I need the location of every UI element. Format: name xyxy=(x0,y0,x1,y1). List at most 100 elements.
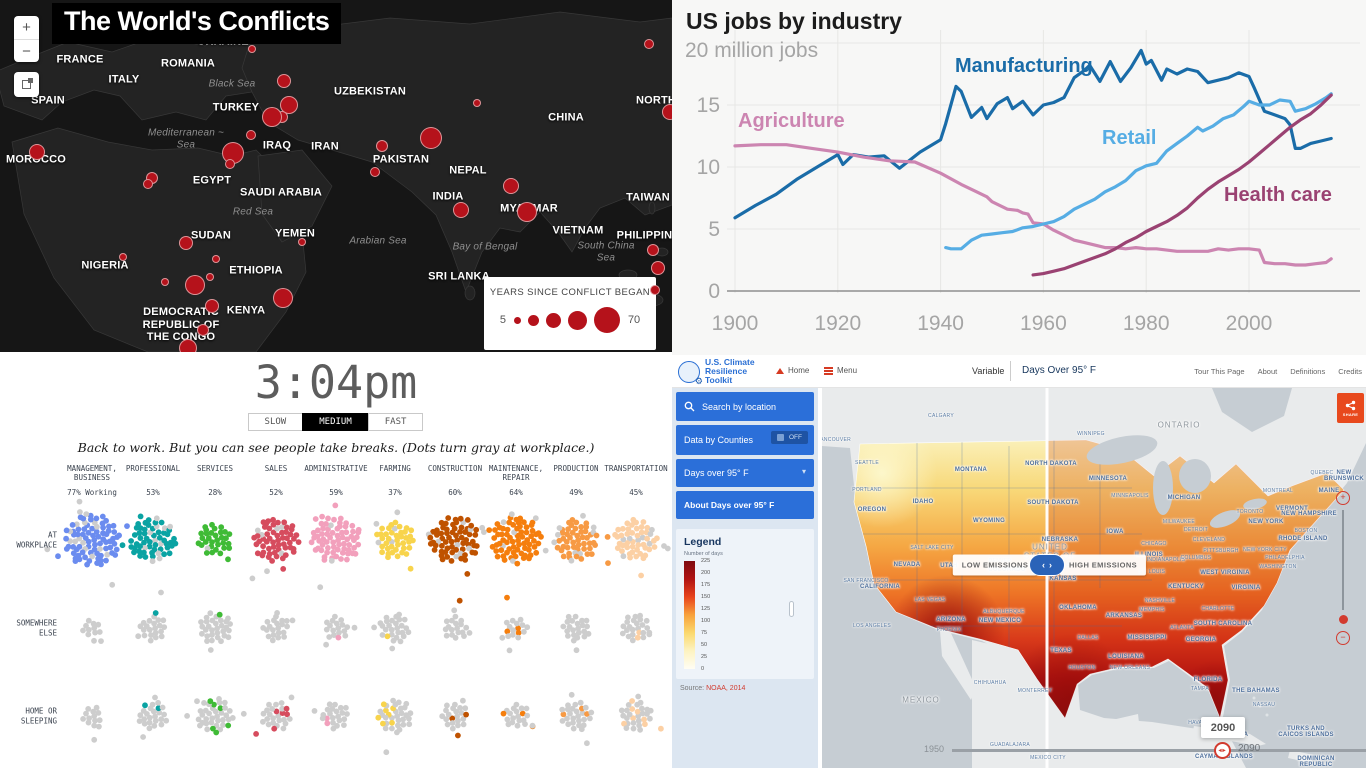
map-zoom-out-button[interactable]: − xyxy=(1336,631,1350,645)
conflict-marker[interactable] xyxy=(370,167,380,177)
conflict-marker[interactable] xyxy=(473,99,481,107)
nav-menu[interactable]: Menu xyxy=(824,366,857,375)
person-dot xyxy=(342,632,349,639)
person-dot xyxy=(209,627,215,633)
about-variable-button[interactable]: About Days over 95° F xyxy=(676,491,814,519)
legend-size-circles xyxy=(513,307,620,333)
source-prefix: Source: xyxy=(680,685,705,692)
conflict-marker[interactable] xyxy=(29,144,45,160)
person-dot xyxy=(403,700,410,707)
share-button[interactable]: SHARE xyxy=(1337,393,1364,423)
person-dot xyxy=(439,542,445,549)
person-dot xyxy=(449,720,456,726)
conflict-marker[interactable] xyxy=(143,179,153,189)
conflict-marker[interactable] xyxy=(179,236,193,250)
conflict-marker[interactable] xyxy=(161,278,169,286)
person-dot xyxy=(581,716,587,723)
conflict-marker[interactable] xyxy=(647,244,659,256)
conflicts-legend-title: YEARS SINCE CONFLICT BEGAN xyxy=(489,287,651,298)
person-dot xyxy=(92,717,98,724)
conflict-marker[interactable] xyxy=(280,96,298,114)
map-zoom-slider-handle[interactable] xyxy=(1339,615,1348,624)
variable-dropdown[interactable]: Days over 95° F ▾ xyxy=(676,459,814,487)
person-dot xyxy=(632,613,639,620)
conflict-marker[interactable] xyxy=(262,107,282,127)
conflict-marker[interactable] xyxy=(185,275,205,295)
conflict-marker[interactable] xyxy=(420,127,442,149)
person-dot xyxy=(524,712,531,719)
timeline-track[interactable] xyxy=(952,749,1366,752)
person-dot xyxy=(141,539,147,546)
person-dot xyxy=(146,543,153,550)
person-dot xyxy=(555,531,561,538)
nav-home[interactable]: Home xyxy=(776,366,809,375)
person-dot xyxy=(209,521,215,528)
person-dot xyxy=(295,539,302,545)
country-label: IRAN xyxy=(311,140,339,153)
speed-fast-button[interactable]: FAST xyxy=(367,413,424,431)
zoom-out-button[interactable]: − xyxy=(14,39,39,62)
link-tour[interactable]: Tour This Page xyxy=(1194,367,1245,376)
person-dot xyxy=(449,725,456,732)
person-dot xyxy=(577,699,584,706)
person-dot xyxy=(526,555,532,562)
emissions-slider-handle[interactable]: ‹ › xyxy=(1029,554,1065,576)
conflict-marker[interactable] xyxy=(453,202,469,218)
speed-slow-button[interactable]: SLOW xyxy=(247,413,304,431)
conflict-marker[interactable] xyxy=(273,288,293,308)
conflict-marker[interactable] xyxy=(246,130,256,140)
counties-toggle[interactable]: OFF xyxy=(771,431,808,444)
conflict-marker[interactable] xyxy=(517,202,537,222)
person-dot xyxy=(324,720,331,727)
person-dot xyxy=(573,553,580,560)
person-dot xyxy=(377,708,384,715)
conflict-marker[interactable] xyxy=(662,104,672,120)
person-dot xyxy=(575,537,581,544)
conflict-marker[interactable] xyxy=(205,299,219,313)
timeline-handle[interactable]: ◂▸ xyxy=(1214,742,1231,759)
conflict-marker[interactable] xyxy=(119,253,127,261)
conflict-marker[interactable] xyxy=(225,159,235,169)
climate-logo[interactable]: U.S. Climate Resilience Toolkit xyxy=(678,357,755,387)
speed-medium-button[interactable]: MEDIUM xyxy=(302,413,369,431)
person-dot xyxy=(353,534,360,541)
conflict-marker[interactable] xyxy=(298,238,306,246)
conflict-marker[interactable] xyxy=(644,39,654,49)
map-zoom-in-button[interactable]: + xyxy=(1336,491,1350,505)
conflict-marker[interactable] xyxy=(179,339,197,352)
lake-erie xyxy=(1209,510,1241,528)
conflict-marker[interactable] xyxy=(651,261,665,275)
person-dot xyxy=(283,524,290,531)
search-by-location[interactable]: Search by location xyxy=(676,392,814,421)
conflict-marker[interactable] xyxy=(277,74,291,88)
map-label: CALGARY xyxy=(928,413,954,419)
conflict-marker[interactable] xyxy=(212,255,220,263)
person-dot xyxy=(513,701,520,708)
conflict-marker[interactable] xyxy=(248,45,256,53)
person-dot xyxy=(520,555,527,561)
person-dot xyxy=(431,547,438,553)
link-about[interactable]: About xyxy=(1257,367,1278,376)
map-zoom-track[interactable] xyxy=(1342,510,1344,610)
person-dot xyxy=(274,532,281,539)
person-dot xyxy=(644,524,651,531)
map-label: MEMPHIS xyxy=(1139,607,1165,613)
link-credits[interactable]: Credits xyxy=(1338,367,1362,376)
conflict-marker[interactable] xyxy=(650,285,660,295)
conflict-marker[interactable] xyxy=(206,273,214,281)
source-link[interactable]: NOAA, 2014 xyxy=(706,685,746,692)
person-dot xyxy=(137,535,144,541)
conflict-marker[interactable] xyxy=(503,178,519,194)
variable-value[interactable]: Days Over 95° F xyxy=(1022,365,1097,376)
person-dot xyxy=(136,530,143,536)
legend-tick: 100 xyxy=(701,618,711,624)
zoom-in-button[interactable]: + xyxy=(22,19,31,36)
climate-map[interactable]: CALGARY VANCOUVER WINNIPEG ONTARIO QUEBEC MON… xyxy=(822,388,1366,768)
conflict-marker[interactable] xyxy=(376,140,388,152)
conflict-marker[interactable] xyxy=(197,324,209,336)
person-dot xyxy=(389,645,396,652)
link-definitions[interactable]: Definitions xyxy=(1290,367,1326,376)
person-dot xyxy=(523,529,530,536)
fullscreen-button[interactable] xyxy=(14,72,39,97)
person-dot xyxy=(620,525,626,532)
